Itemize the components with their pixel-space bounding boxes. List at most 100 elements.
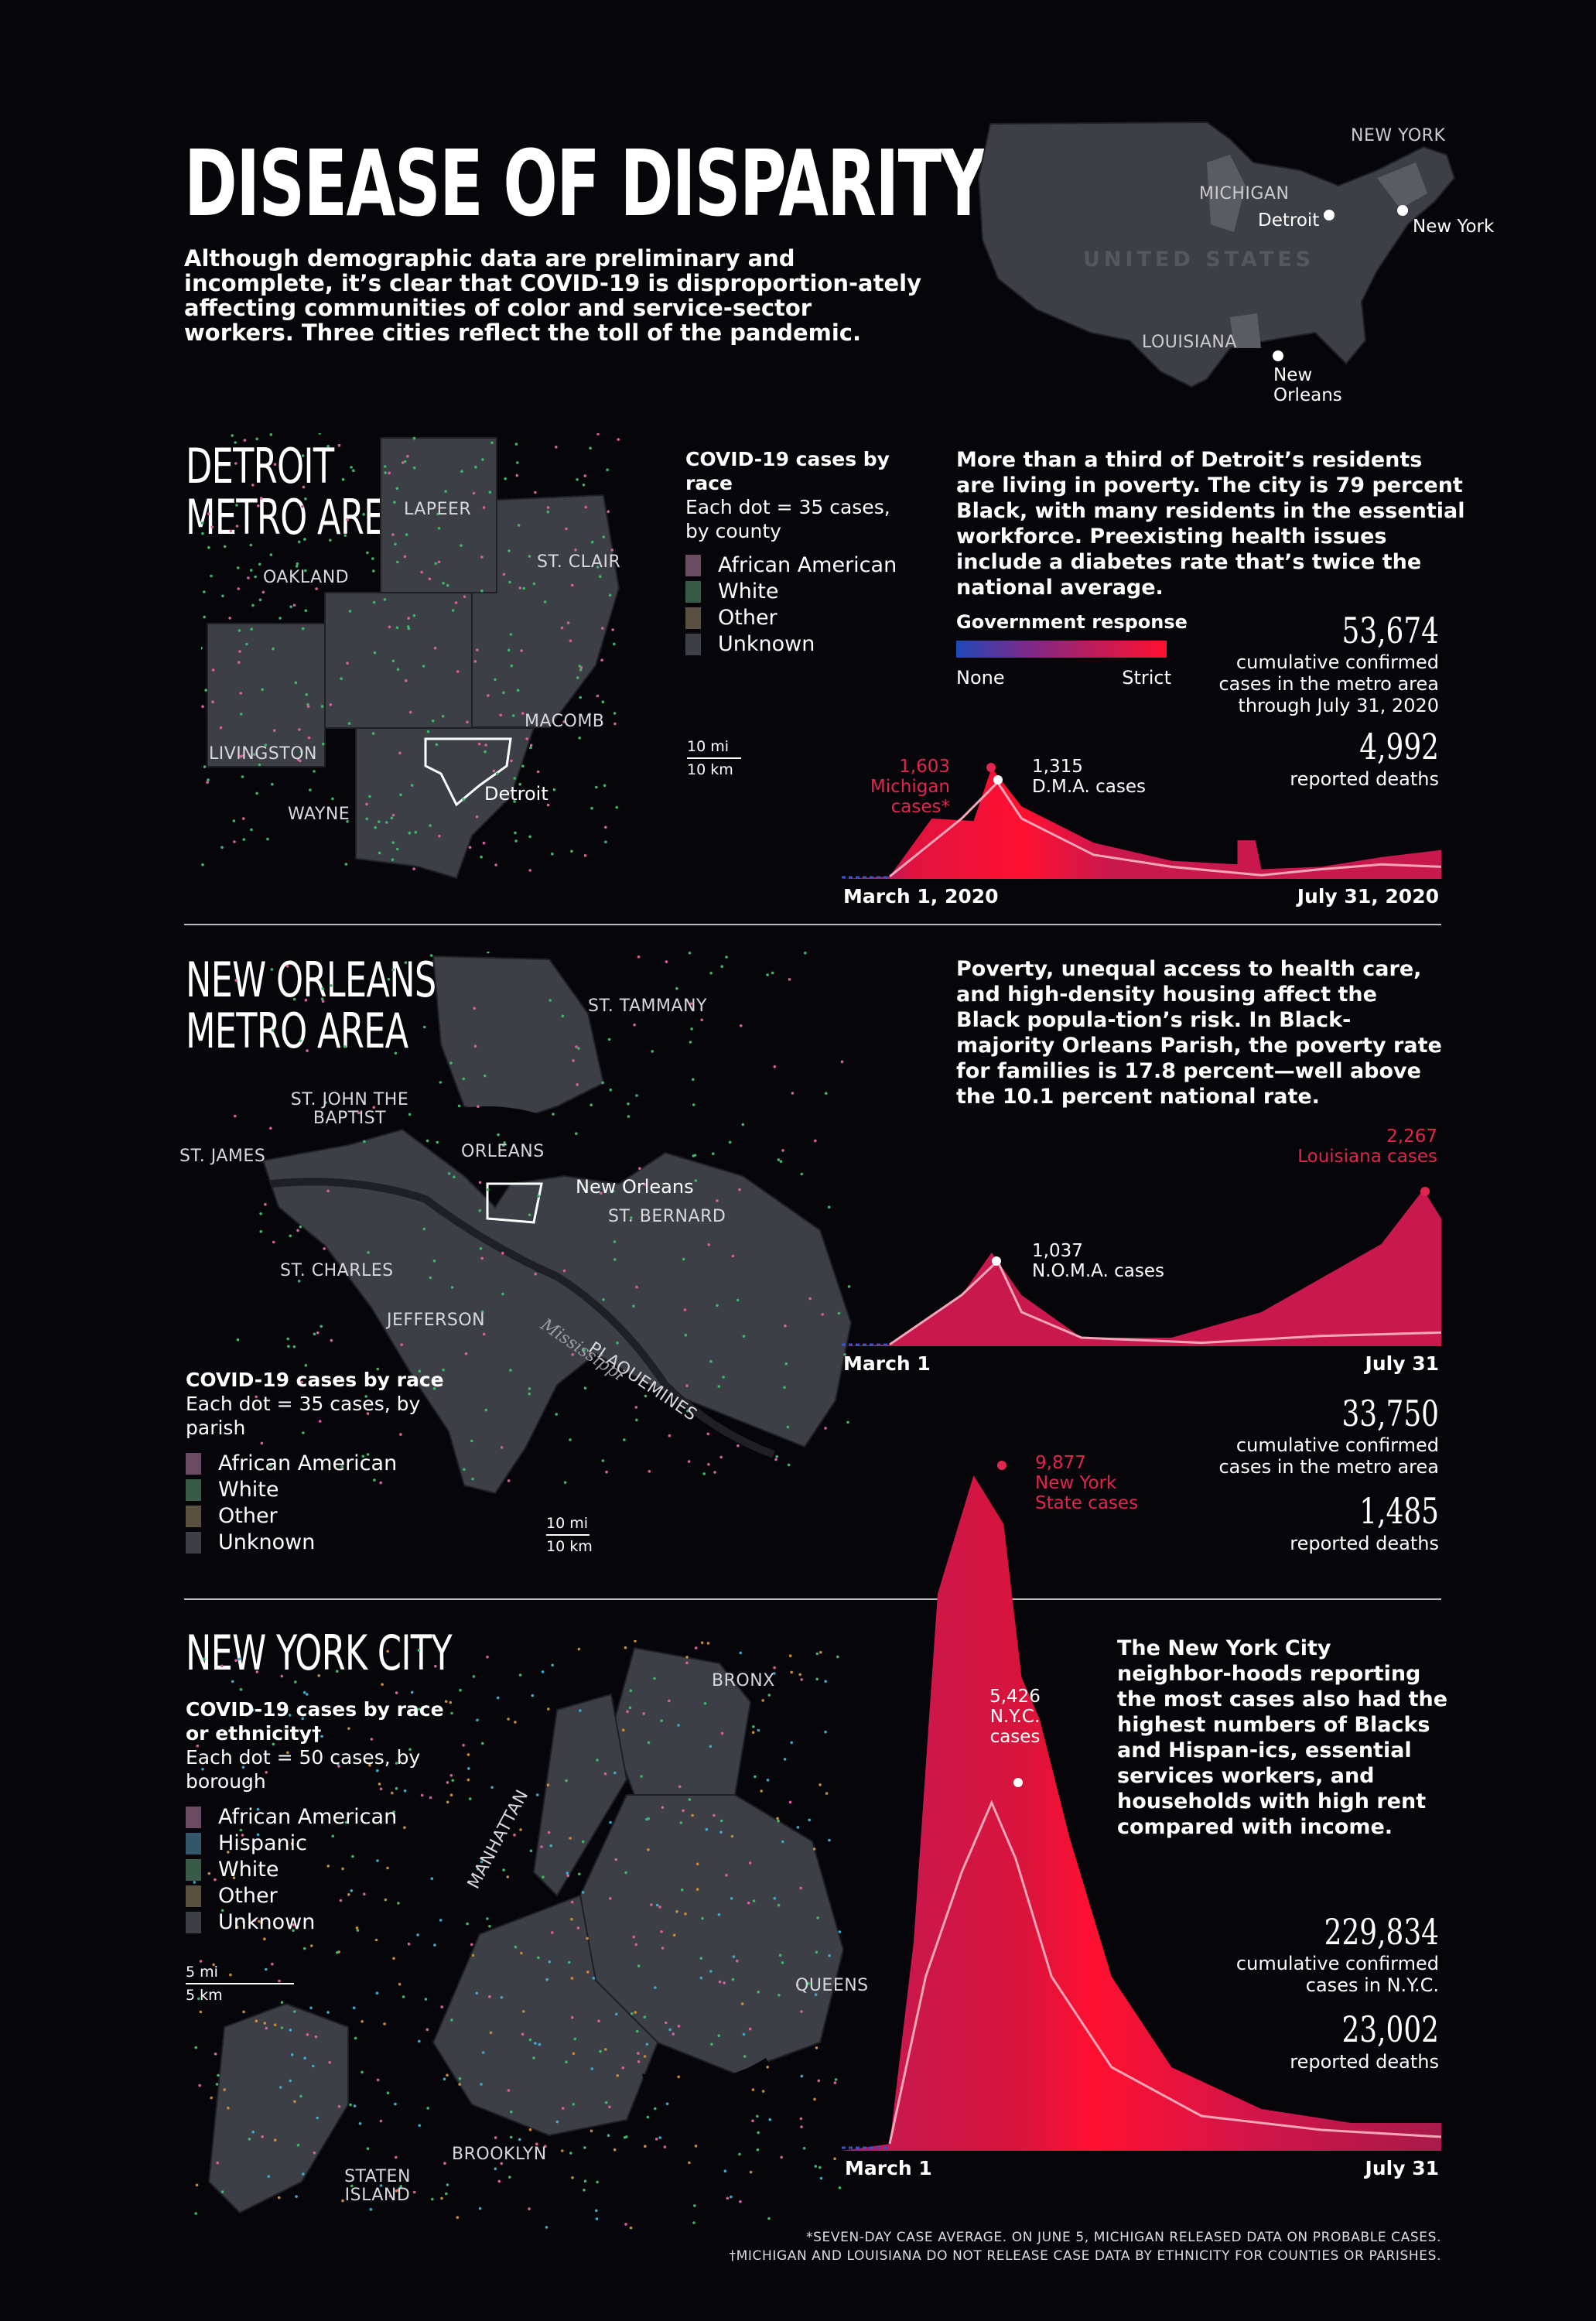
case-dot bbox=[751, 1731, 755, 1734]
legend-swatch bbox=[186, 1807, 201, 1828]
case-dot bbox=[386, 1649, 389, 1653]
case-dot bbox=[468, 1797, 472, 1800]
case-dot bbox=[353, 2104, 357, 2107]
case-dot bbox=[590, 540, 594, 544]
case-dot bbox=[466, 720, 469, 724]
case-dot bbox=[487, 952, 490, 954]
case-dot bbox=[555, 2120, 559, 2124]
case-dot bbox=[644, 2145, 647, 2148]
case-dot bbox=[407, 627, 411, 631]
case-dot bbox=[484, 1408, 488, 1412]
case-dot bbox=[573, 2037, 576, 2041]
case-dot bbox=[621, 2066, 625, 2070]
case-dot bbox=[824, 1427, 827, 1430]
legend-item: African American bbox=[685, 552, 918, 579]
case-dot bbox=[722, 1376, 725, 1379]
case-dot bbox=[654, 2138, 658, 2141]
case-dot bbox=[420, 1793, 424, 1797]
detroit-x-start: March 1, 2020 bbox=[843, 885, 999, 908]
case-dot bbox=[569, 1837, 572, 1840]
case-dot bbox=[743, 2055, 747, 2058]
case-dot bbox=[391, 533, 395, 536]
case-dot bbox=[272, 1240, 275, 1244]
case-dot bbox=[326, 2011, 330, 2014]
case-dot bbox=[784, 1362, 788, 1366]
case-dot bbox=[266, 837, 269, 841]
case-dot bbox=[507, 1479, 511, 1482]
gov-legend-min: None bbox=[956, 667, 1005, 689]
case-dot bbox=[303, 538, 306, 541]
case-dot bbox=[451, 609, 455, 612]
parish-st-tammany: ST. TAMMANY bbox=[588, 996, 707, 1016]
case-dot bbox=[367, 1251, 370, 1254]
new-orleans-paragraph: Poverty, unequal access to health care, … bbox=[956, 957, 1442, 1109]
case-dot bbox=[658, 1906, 661, 1909]
case-dot bbox=[402, 1995, 405, 1998]
parish-jefferson: JEFFERSON bbox=[387, 1311, 486, 1330]
case-dot bbox=[668, 2028, 672, 2032]
case-dot bbox=[751, 2119, 754, 2122]
legend-label: Other bbox=[218, 1884, 278, 1908]
case-dot bbox=[447, 1172, 451, 1175]
case-dot bbox=[229, 529, 233, 533]
case-dot bbox=[214, 2053, 217, 2056]
case-dot bbox=[497, 2179, 501, 2183]
case-dot bbox=[572, 1059, 575, 1062]
case-dot bbox=[606, 468, 609, 472]
case-dot bbox=[207, 778, 210, 781]
case-dot bbox=[577, 1047, 580, 1050]
case-dot bbox=[352, 469, 355, 472]
case-dot bbox=[306, 1693, 309, 1696]
case-dot bbox=[312, 2064, 315, 2068]
case-dot bbox=[241, 817, 245, 820]
case-dot bbox=[212, 1963, 215, 1967]
case-dot bbox=[255, 791, 258, 795]
case-dot bbox=[819, 2176, 823, 2180]
case-dot bbox=[361, 1454, 364, 1458]
nyc-chart bbox=[842, 1461, 1441, 2151]
detroit-legend-sub: Each dot = 35 cases, by county bbox=[685, 496, 890, 542]
case-dot bbox=[233, 840, 236, 843]
case-dot bbox=[271, 782, 274, 786]
case-dot bbox=[241, 754, 244, 757]
case-dot bbox=[768, 2118, 772, 2121]
case-dot bbox=[210, 525, 214, 528]
case-dot bbox=[623, 1438, 626, 1441]
case-dot bbox=[391, 841, 395, 844]
case-dot bbox=[690, 1027, 693, 1031]
case-dot bbox=[232, 819, 236, 822]
case-dot bbox=[239, 692, 242, 695]
case-dot bbox=[694, 1646, 698, 1649]
case-dot bbox=[418, 1707, 421, 1711]
case-dot bbox=[583, 1386, 587, 1390]
case-dot bbox=[536, 770, 540, 774]
case-dot bbox=[548, 1960, 551, 1964]
case-dot bbox=[344, 1820, 348, 1824]
case-dot bbox=[766, 2066, 769, 2069]
case-dot bbox=[756, 2148, 760, 2152]
case-dot bbox=[788, 978, 791, 981]
nyc-peak-value: 5,426 bbox=[989, 1687, 1041, 1707]
case-dot bbox=[576, 676, 579, 679]
case-dot bbox=[303, 2056, 306, 2060]
case-dot bbox=[458, 2083, 461, 2086]
case-dot bbox=[502, 1868, 505, 1871]
case-dot bbox=[231, 434, 234, 437]
case-dot bbox=[479, 1247, 483, 1250]
case-dot bbox=[583, 1349, 586, 1352]
case-dot bbox=[410, 1690, 414, 1694]
case-dot bbox=[528, 2038, 532, 2042]
case-dot bbox=[562, 720, 566, 723]
case-dot bbox=[279, 617, 282, 620]
case-dot bbox=[630, 1216, 633, 1219]
case-dot bbox=[370, 1738, 374, 1741]
case-dot bbox=[316, 1331, 320, 1335]
case-dot bbox=[372, 569, 375, 573]
case-dot bbox=[434, 562, 437, 566]
case-dot bbox=[679, 1821, 683, 1824]
case-dot bbox=[241, 775, 244, 778]
case-dot bbox=[646, 2115, 650, 2119]
case-dot bbox=[624, 1646, 627, 1649]
case-dot bbox=[239, 1828, 243, 1832]
case-dot bbox=[520, 649, 523, 652]
